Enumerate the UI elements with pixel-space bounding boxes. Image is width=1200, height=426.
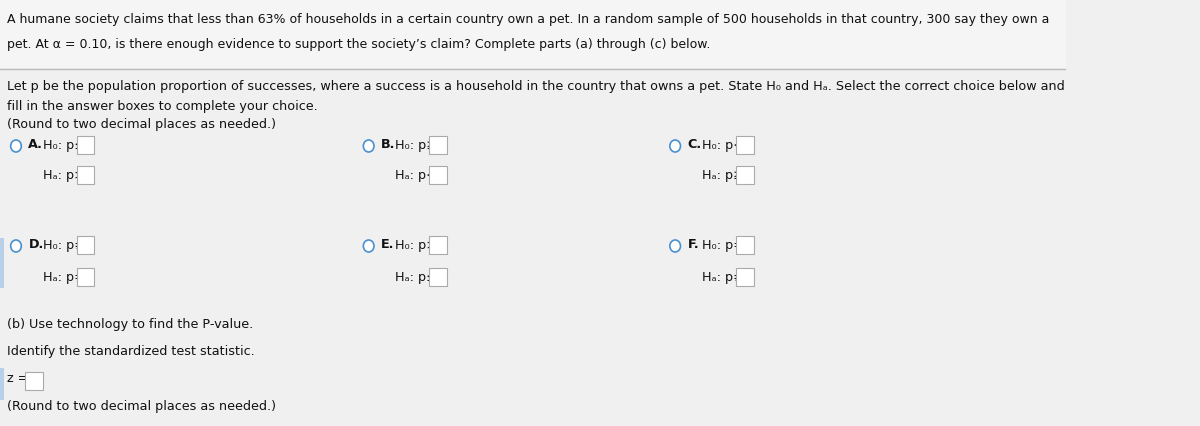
Text: pet. At α = 0.10, is there enough evidence to support the society’s claim? Compl: pet. At α = 0.10, is there enough eviden… bbox=[7, 38, 710, 51]
Text: Hₐ: p=: Hₐ: p= bbox=[43, 271, 84, 283]
Text: H₀: p<: H₀: p< bbox=[702, 138, 744, 152]
FancyBboxPatch shape bbox=[0, 0, 1066, 68]
Circle shape bbox=[11, 140, 22, 152]
Text: H₀: p≥: H₀: p≥ bbox=[395, 138, 437, 152]
Circle shape bbox=[670, 140, 680, 152]
Text: D.: D. bbox=[29, 239, 43, 251]
Text: E.: E. bbox=[382, 239, 395, 251]
FancyBboxPatch shape bbox=[430, 268, 448, 286]
FancyBboxPatch shape bbox=[0, 238, 4, 288]
FancyBboxPatch shape bbox=[736, 136, 754, 154]
Text: (Round to two decimal places as needed.): (Round to two decimal places as needed.) bbox=[7, 118, 276, 131]
Text: H₀: p≤: H₀: p≤ bbox=[43, 138, 84, 152]
Text: Hₐ: p<: Hₐ: p< bbox=[395, 169, 437, 181]
Text: C.: C. bbox=[688, 138, 702, 152]
FancyBboxPatch shape bbox=[0, 368, 4, 400]
Text: (b) Use technology to find the P-value.: (b) Use technology to find the P-value. bbox=[7, 318, 253, 331]
Text: fill in the answer boxes to complete your choice.: fill in the answer boxes to complete you… bbox=[7, 100, 318, 113]
Text: z =: z = bbox=[7, 372, 29, 385]
Circle shape bbox=[364, 140, 374, 152]
Text: H₀: p>: H₀: p> bbox=[395, 239, 437, 251]
Text: (Round to two decimal places as needed.): (Round to two decimal places as needed.) bbox=[7, 400, 276, 413]
Text: B.: B. bbox=[382, 138, 396, 152]
Text: Hₐ: p≤: Hₐ: p≤ bbox=[395, 271, 437, 283]
FancyBboxPatch shape bbox=[77, 268, 95, 286]
Text: H₀: p≠: H₀: p≠ bbox=[43, 239, 84, 251]
Circle shape bbox=[670, 240, 680, 252]
FancyBboxPatch shape bbox=[77, 166, 95, 184]
Text: Hₐ: p>: Hₐ: p> bbox=[43, 169, 84, 181]
FancyBboxPatch shape bbox=[430, 236, 448, 254]
Text: H₀: p=: H₀: p= bbox=[702, 239, 744, 251]
Text: A.: A. bbox=[29, 138, 43, 152]
Circle shape bbox=[364, 240, 374, 252]
FancyBboxPatch shape bbox=[77, 136, 95, 154]
Text: Hₐ: p≥: Hₐ: p≥ bbox=[702, 169, 744, 181]
Text: Identify the standardized test statistic.: Identify the standardized test statistic… bbox=[7, 345, 254, 358]
FancyBboxPatch shape bbox=[25, 372, 43, 390]
FancyBboxPatch shape bbox=[430, 136, 448, 154]
Text: A humane society claims that less than 63% of households in a certain country ow: A humane society claims that less than 6… bbox=[7, 13, 1050, 26]
FancyBboxPatch shape bbox=[736, 166, 754, 184]
Text: Hₐ: p≠: Hₐ: p≠ bbox=[702, 271, 744, 283]
FancyBboxPatch shape bbox=[77, 236, 95, 254]
Circle shape bbox=[11, 240, 22, 252]
FancyBboxPatch shape bbox=[736, 268, 754, 286]
Text: F.: F. bbox=[688, 239, 700, 251]
FancyBboxPatch shape bbox=[736, 236, 754, 254]
FancyBboxPatch shape bbox=[430, 166, 448, 184]
Text: Let p be the population proportion of successes, where a success is a household : Let p be the population proportion of su… bbox=[7, 80, 1064, 93]
